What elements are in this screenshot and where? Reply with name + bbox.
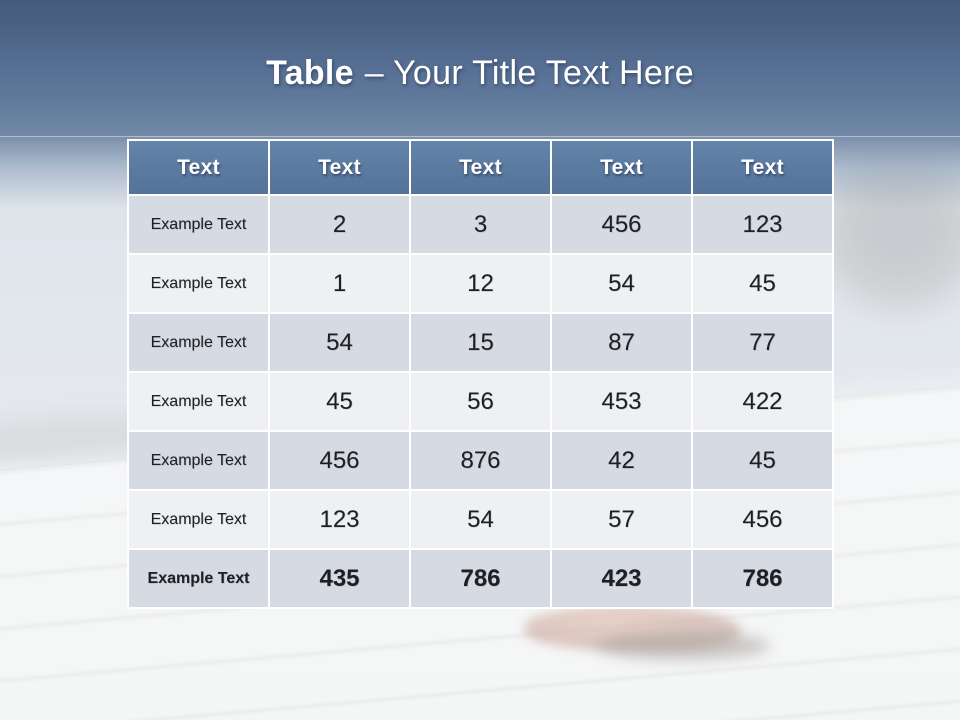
- title-keyword: Table: [266, 54, 354, 92]
- table-row: Example Text 1 12 54 45: [127, 253, 834, 314]
- cell-value: 423: [550, 548, 693, 609]
- cell-value: 422: [691, 371, 834, 432]
- cell-value: 453: [550, 371, 693, 432]
- cell-value: 456: [550, 194, 693, 255]
- cell-value: 123: [691, 194, 834, 255]
- cell-value: 56: [409, 371, 552, 432]
- cell-value: 3: [409, 194, 552, 255]
- header-cell: Text: [268, 139, 411, 196]
- header-cell: Text: [550, 139, 693, 196]
- row-label: Example Text: [127, 194, 270, 255]
- cell-value: 15: [409, 312, 552, 373]
- slide-title: Table – Your Title Text Here: [0, 53, 960, 93]
- row-label: Example Text: [127, 430, 270, 491]
- cell-value: 54: [550, 253, 693, 314]
- row-label: Example Text: [127, 312, 270, 373]
- row-label: Example Text: [127, 489, 270, 550]
- cell-value: 786: [691, 548, 834, 609]
- cell-value: 87: [550, 312, 693, 373]
- data-table: Text Text Text Text Text Example Text 2 …: [127, 139, 834, 609]
- table-row: Example Text 45 56 453 422: [127, 371, 834, 432]
- header-cell: Text: [127, 139, 270, 196]
- cell-value: 42: [550, 430, 693, 491]
- table-header-row: Text Text Text Text Text: [127, 139, 834, 196]
- title-band: [0, 0, 960, 137]
- title-text: – Your Title Text Here: [364, 54, 694, 92]
- cell-value: 1: [268, 253, 411, 314]
- cell-value: 456: [691, 489, 834, 550]
- cell-value: 786: [409, 548, 552, 609]
- cell-value: 45: [691, 253, 834, 314]
- header-cell: Text: [409, 139, 552, 196]
- cell-value: 54: [409, 489, 552, 550]
- cell-value: 876: [409, 430, 552, 491]
- row-label: Example Text: [127, 548, 270, 609]
- cell-value: 77: [691, 312, 834, 373]
- cell-value: 54: [268, 312, 411, 373]
- cell-value: 45: [691, 430, 834, 491]
- cell-value: 2: [268, 194, 411, 255]
- row-label: Example Text: [127, 371, 270, 432]
- cell-value: 456: [268, 430, 411, 491]
- table-row: Example Text 54 15 87 77: [127, 312, 834, 373]
- cell-value: 57: [550, 489, 693, 550]
- table-row: Example Text 2 3 456 123: [127, 194, 834, 255]
- cell-value: 12: [409, 253, 552, 314]
- row-label: Example Text: [127, 253, 270, 314]
- cell-value: 123: [268, 489, 411, 550]
- table-row: Example Text 456 876 42 45: [127, 430, 834, 491]
- table-row: Example Text 123 54 57 456: [127, 489, 834, 550]
- header-cell: Text: [691, 139, 834, 196]
- cell-value: 45: [268, 371, 411, 432]
- cell-value: 435: [268, 548, 411, 609]
- table-total-row: Example Text 435 786 423 786: [127, 548, 834, 609]
